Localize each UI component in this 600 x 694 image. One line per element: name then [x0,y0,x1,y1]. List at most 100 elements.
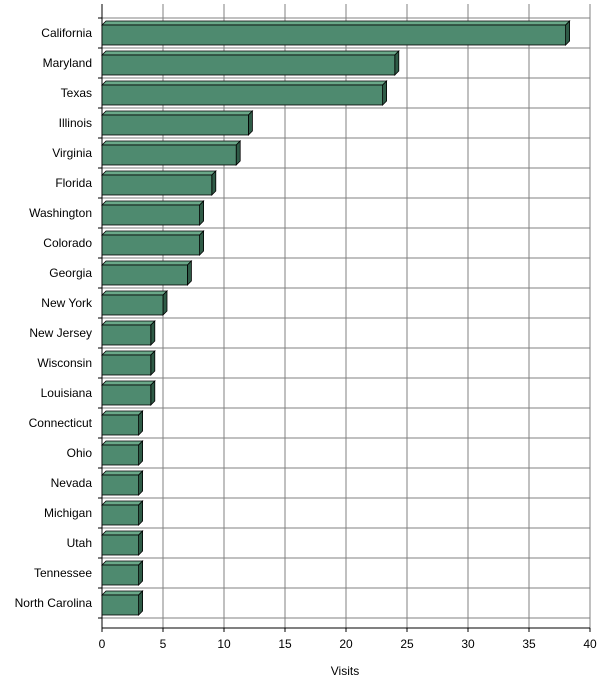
bar-front-face [101,204,200,226]
bar-side-face [138,440,144,466]
bar-top-face [101,470,144,476]
bar-top-face [101,530,144,536]
bar-top-face [101,260,193,266]
bar-top-face [101,500,144,506]
category-label: New Jersey [29,326,92,340]
bar-side-face [162,290,168,316]
bar-front-face [101,294,164,316]
bar-front-face [101,84,384,106]
bar-front-face [101,504,139,526]
bar [101,590,144,616]
bar-top-face [101,170,217,176]
bar-front-face [101,24,567,46]
bar-side-face [138,590,144,616]
bar-top-face [101,320,156,326]
bar-side-face [565,20,570,46]
category-label: Florida [55,176,92,190]
bar [101,260,193,286]
bar-top-face [101,290,168,296]
bar-side-face [199,230,205,256]
category-label: New York [41,296,93,310]
bar [101,110,254,136]
x-tick-label: 0 [99,637,106,651]
bar-front-face [101,384,152,406]
category-label: North Carolina [15,596,93,610]
bar-side-face [138,560,144,586]
category-label: Wisconsin [37,356,92,370]
x-tick-label: 20 [339,637,353,651]
bar-top-face [101,440,144,446]
bar-top-face [101,50,400,56]
bar-front-face [101,144,237,166]
bar-front-face [101,534,139,556]
category-label: Utah [67,536,92,550]
bar-front-face [101,234,200,256]
bar [101,230,205,256]
category-label: Georgia [49,266,92,280]
category-label: Maryland [43,56,92,70]
bar [101,80,388,106]
category-label: Ohio [67,446,93,460]
bar-front-face [101,564,139,586]
bar-top-face [101,380,156,386]
bar-side-face [150,380,156,406]
x-tick-label: 35 [522,637,536,651]
bar [101,500,144,526]
bar [101,20,571,46]
category-label: Nevada [51,476,93,490]
bar-front-face [101,264,188,286]
bar [101,410,144,436]
category-label: Louisiana [41,386,93,400]
bar [101,200,205,226]
bar [101,560,144,586]
x-tick-label: 30 [461,637,475,651]
grid-lines [101,4,591,628]
bar-side-face [199,200,205,226]
bar [101,380,156,406]
bar-top-face [101,200,205,206]
bar-side-face [186,260,192,286]
bar-top-face [101,20,571,26]
category-label: Michigan [44,506,92,520]
bar-side-face [247,110,253,136]
bar [101,440,144,466]
x-axis-title: Visits [331,664,359,678]
bar-top-face [101,560,144,566]
bar-side-face [138,530,144,556]
x-tick-label: 5 [160,637,167,651]
category-label: Illinois [59,116,92,130]
bar [101,170,217,196]
category-label: Colorado [43,236,92,250]
bar-front-face [101,354,152,376]
bar-front-face [101,414,139,436]
bar-side-face [138,470,144,496]
category-label: Texas [61,86,92,100]
bar-top-face [101,140,242,146]
bar-top-face [101,230,205,236]
bar-front-face [101,444,139,466]
bar [101,320,156,346]
bar-top-face [101,590,144,596]
bar-front-face [101,54,396,76]
bar-side-face [138,410,144,436]
bar-side-face [150,320,156,346]
bar-top-face [101,410,144,416]
bar [101,140,242,166]
x-tick-label: 25 [400,637,414,651]
bar-side-face [150,350,156,376]
bar-top-face [101,110,254,116]
bar-front-face [101,114,249,136]
category-label: Tennessee [34,566,92,580]
bar-top-face [101,350,156,356]
bar-side-face [394,50,400,76]
bar-front-face [101,474,139,496]
bars [101,20,571,616]
x-tick-label: 15 [278,637,292,651]
bar [101,50,400,76]
bar-side-face [138,500,144,526]
bar-side-face [211,170,217,196]
bar-front-face [101,174,213,196]
bar-side-face [235,140,241,166]
